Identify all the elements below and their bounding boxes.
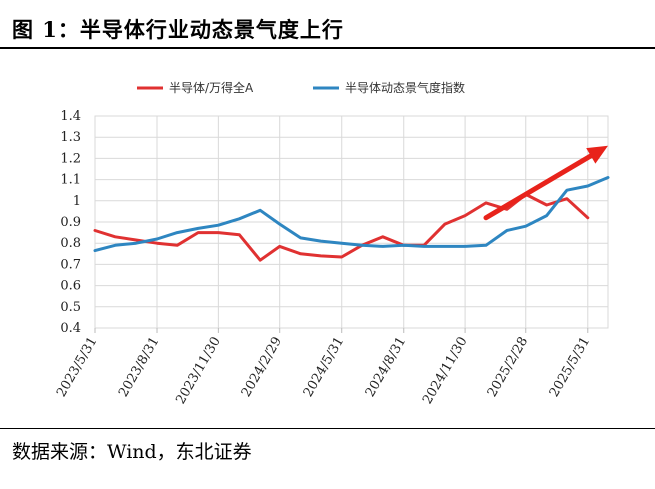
y-tick-label: 1.4 (60, 109, 81, 124)
line-chart: 半导体/万得全A 半导体动态景气度指数 0.4 0.5 0.6 0.7 0.8 0.9 1 1.… (54, 80, 610, 407)
legend-label: 半导体/万得全A (169, 80, 254, 95)
trend-arrow-shaft (483, 153, 594, 221)
x-tick-label: 2025/5/31 (547, 335, 593, 400)
x-tick-label: 2024/11/30 (420, 334, 470, 406)
legend-label: 半导体动态景气度指数 (345, 80, 465, 95)
y-tick-label: 1.1 (60, 173, 81, 188)
x-tick-label: 2025/2/28 (485, 335, 531, 400)
bottom-rule (0, 428, 655, 429)
x-tick-label: 2024/2/29 (239, 335, 285, 400)
y-tick-label: 1.2 (60, 151, 81, 166)
trend-arrow-head (586, 145, 608, 164)
y-tick-label: 0.6 (60, 279, 81, 294)
x-tick-label: 2024/8/31 (363, 335, 409, 400)
x-tick-label: 2023/11/30 (173, 335, 223, 407)
y-tick-label: 0.5 (60, 300, 81, 315)
y-tick-label: 0.4 (60, 321, 81, 336)
figure-title: 图 1：半导体行业动态景气度上行 (12, 17, 344, 42)
top-rule (0, 47, 655, 49)
y-tick-label: 1.3 (60, 130, 81, 145)
x-tick-label: 2023/5/31 (54, 335, 100, 400)
series-line-ratio (93, 192, 590, 262)
y-tick-label: 0.7 (60, 257, 81, 272)
y-tick-label: 0.8 (60, 236, 81, 251)
x-tick-label: 2023/8/31 (116, 335, 162, 400)
source-note: 数据来源：Wind，东北证券 (12, 441, 252, 463)
y-tick-label: 1 (73, 194, 81, 209)
x-tick-label: 2024/5/31 (301, 335, 347, 400)
y-tick-label: 0.9 (60, 215, 81, 230)
series-line-index (93, 176, 610, 253)
